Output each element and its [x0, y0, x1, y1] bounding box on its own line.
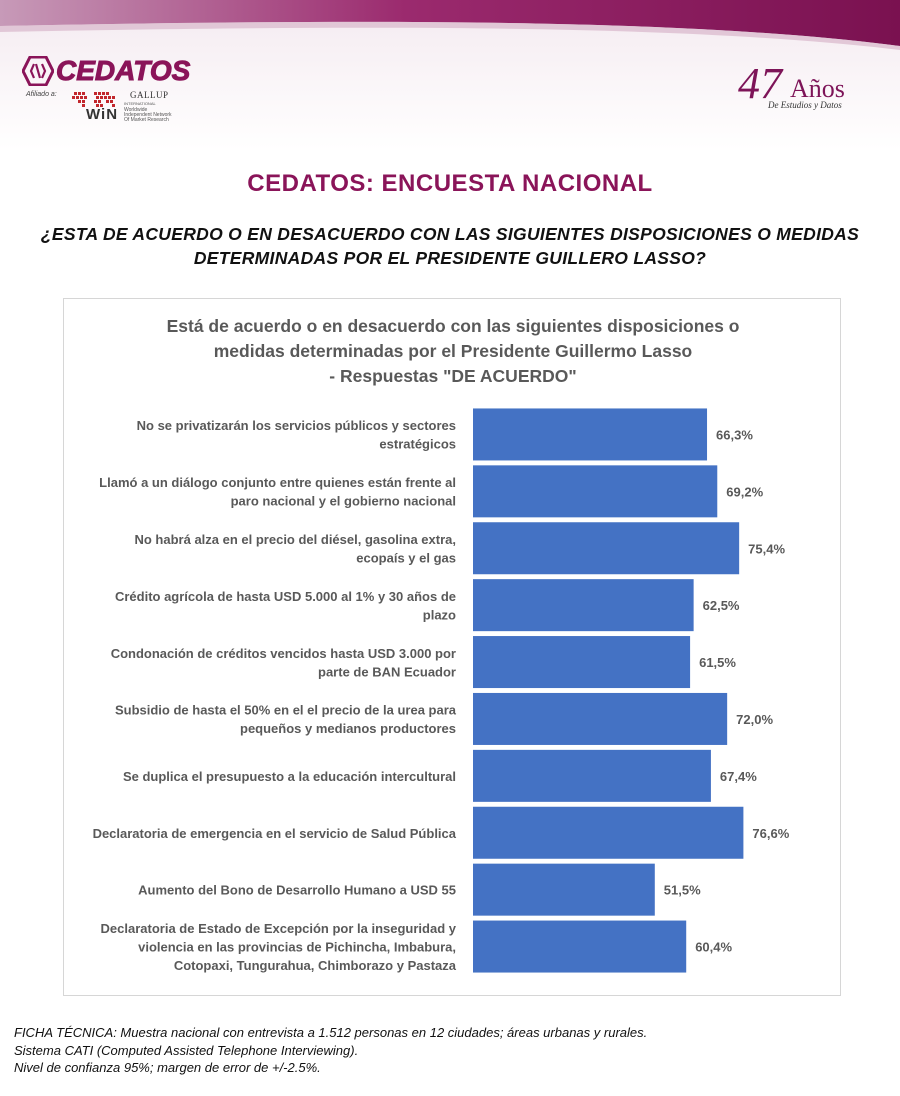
anniversary-sub: De Estudios y Datos [768, 100, 842, 110]
category-label: No habrá alza en el precio del diésel, g… [134, 532, 456, 547]
chart-title-line: - Respuestas "DE ACUERDO" [329, 366, 576, 386]
category-label: paro nacional y el gobierno nacional [231, 494, 456, 509]
category-label: Se duplica el presupuesto a la educación… [123, 769, 456, 784]
technical-sheet-line: FICHA TÉCNICA: Muestra nacional con entr… [14, 1025, 648, 1040]
category-label: Declaratoria de emergencia en el servici… [93, 826, 457, 841]
header-band [0, 0, 900, 150]
technical-sheet-line: Sistema CATI (Computed Assisted Telephon… [14, 1042, 359, 1058]
chart-bar [473, 465, 718, 518]
category-label: estratégicos [379, 437, 456, 452]
chart-bar [473, 692, 728, 745]
chart-bar [473, 920, 687, 973]
bar-value-label: 51,5% [664, 883, 701, 898]
win-sub-text: Worldwide Independent Network Of Market … [124, 107, 172, 123]
technical-sheet-line: Nivel de confianza 95%; margen de error … [14, 1060, 321, 1075]
category-label: Subsidio de hasta el 50% en el el precio… [115, 703, 457, 718]
category-label: violencia en las provincias de Pichincha… [138, 940, 456, 955]
gallup-sub-text: INTERNATIONAL [124, 101, 156, 106]
chart-bar [473, 806, 744, 859]
chart-bar [473, 749, 711, 802]
cedatos-logo: CEDATOS [22, 54, 191, 88]
survey-question: ¿ESTA DE ACUERDO O EN DESACUERDO CON LAS… [40, 224, 860, 268]
category-label: pequeños y medianos productores [240, 721, 456, 736]
gallup-logo-text: GALLUP [130, 90, 169, 100]
bar-value-label: 76,6% [752, 826, 789, 841]
category-label: plazo [423, 607, 456, 622]
category-label: Crédito agrícola de hasta USD 5.000 al 1… [115, 589, 456, 604]
win-logo-text: WiN [86, 106, 119, 123]
bar-value-label: 60,4% [695, 940, 732, 955]
anniversary-word: Años [790, 74, 845, 103]
bar-value-label: 75,4% [748, 541, 785, 556]
category-label: ecopaís y el gas [356, 551, 456, 566]
bar-value-label: 62,5% [703, 598, 740, 613]
chart-title-line: Está de acuerdo o en desacuerdo con las … [167, 316, 740, 336]
chart-title-line: medidas determinadas por el Presidente G… [214, 341, 693, 361]
chart-bar [473, 522, 740, 575]
cedatos-logo-text: CEDATOS [55, 55, 191, 87]
category-label: Aumento del Bono de Desarrollo Humano a … [138, 883, 456, 898]
bar-value-label: 61,5% [699, 655, 736, 670]
chart-bar [473, 579, 694, 632]
bar-chart: Está de acuerdo o en desacuerdo con las … [93, 316, 790, 973]
anniversary-logo: 47 Años De Estudios y Datos [738, 62, 878, 114]
category-label: No se privatizarán los servicios público… [137, 418, 456, 433]
category-label: Declaratoria de Estado de Excepción por … [101, 921, 457, 936]
chart-bar [473, 863, 655, 916]
bar-value-label: 72,0% [736, 712, 773, 727]
world-map-icon [72, 92, 115, 107]
technical-sheet: FICHA TÉCNICA: Muestra nacional con entr… [14, 1024, 884, 1077]
bar-value-label: 66,3% [716, 427, 753, 442]
category-label: Condonación de créditos vencidos hasta U… [111, 646, 456, 661]
category-label: Cotopaxi, Tungurahua, Chimborazo y Pasta… [174, 958, 457, 973]
category-label: Llamó a un diálogo conjunto entre quiene… [99, 475, 456, 490]
bar-value-label: 69,2% [726, 484, 763, 499]
anniversary-number: 47 [738, 59, 782, 108]
affiliate-label: Afiliado a: [26, 91, 57, 98]
category-label: parte de BAN Ecuador [318, 664, 456, 679]
chart-container: Está de acuerdo o en desacuerdo con las … [63, 298, 841, 996]
chart-bar [473, 408, 708, 461]
page-title: CEDATOS: ENCUESTA NACIONAL [247, 170, 653, 197]
chart-bar [473, 636, 691, 689]
bar-value-label: 67,4% [720, 769, 757, 784]
cedatos-hex-icon [22, 56, 54, 86]
